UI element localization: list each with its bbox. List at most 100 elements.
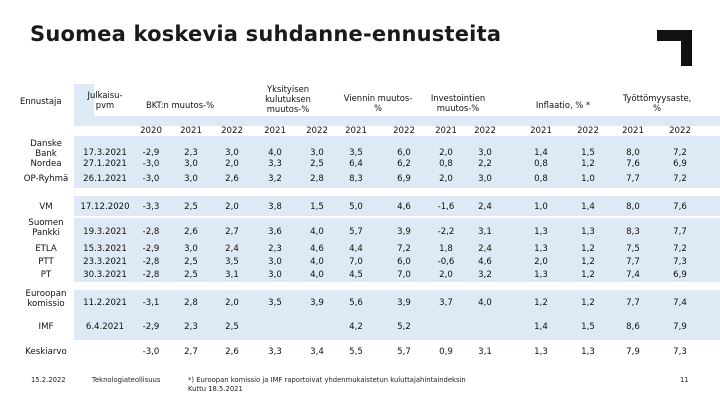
forecast-value: 2,2 [478, 159, 492, 169]
forecast-value: 4,0 [478, 298, 492, 308]
forecast-value: 4,0 [310, 227, 324, 237]
forecast-value: 7,2 [397, 244, 411, 254]
forecast-value: 1,8 [439, 244, 453, 254]
header-tyottomyysaste: % [653, 103, 661, 113]
year-label: 2021 [435, 126, 457, 136]
forecaster-name: OP-Ryhmä [23, 174, 69, 184]
forecast-value: 7,2 [673, 244, 687, 254]
year-label: 2021 [180, 126, 202, 136]
footer-organization: Teknologiateollisuus [92, 376, 161, 384]
header-investoinnit: Investointien [430, 93, 486, 103]
forecast-value: 1,2 [534, 298, 548, 308]
forecast-value: 7,2 [673, 148, 687, 158]
forecast-value: 1,0 [534, 202, 548, 212]
forecast-value: 3,0 [268, 270, 282, 280]
forecast-value: 2,7 [184, 347, 198, 357]
forecast-value: 8,3 [626, 227, 640, 237]
year-label: 2020 [140, 126, 162, 136]
header-vienti: % [374, 103, 382, 113]
page-title: Suomea koskevia suhdanne-ennusteita [30, 22, 502, 46]
forecast-value: 4,2 [349, 322, 363, 332]
forecast-value: 2,0 [534, 257, 548, 267]
year-label: 2021 [530, 126, 552, 136]
forecast-value: 5,2 [397, 322, 411, 332]
forecaster-name: Pankki [32, 228, 60, 238]
forecast-value: 3,9 [397, 298, 411, 308]
forecaster-name: Danske [30, 139, 62, 149]
publication-date: 30.3.2021 [83, 270, 127, 280]
forecast-value: 6,9 [397, 174, 411, 184]
forecast-value: 3,9 [310, 298, 324, 308]
forecast-value: 3,6 [268, 227, 282, 237]
publication-date: 27.1.2021 [83, 159, 127, 169]
forecast-value: 4,0 [310, 270, 324, 280]
corner-bracket-logo-icon [657, 30, 692, 66]
year-label: 2022 [474, 126, 496, 136]
forecast-value: 7,7 [673, 227, 687, 237]
forecast-value: -2,9 [142, 148, 160, 158]
forecast-value: -3,1 [142, 298, 160, 308]
forecast-value: 7,6 [673, 202, 687, 212]
forecast-value: 6,9 [673, 159, 687, 169]
forecast-value: 1,2 [581, 244, 595, 254]
forecaster-name: Euroopan [25, 289, 67, 299]
forecast-value: 2,5 [184, 257, 198, 267]
header-ennustaja: Ennustaja [20, 96, 62, 106]
forecast-value: 1,2 [581, 270, 595, 280]
forecast-value: 7,9 [673, 322, 687, 332]
forecast-value: -3,0 [142, 347, 160, 357]
publication-date: 17.12.2020 [80, 202, 130, 212]
forecast-value: 2,3 [184, 148, 198, 158]
forecast-value: 2,0 [225, 159, 239, 169]
publication-date: 17.3.2021 [83, 148, 127, 158]
year-label: 2021 [622, 126, 644, 136]
publication-date: 19.3.2021 [83, 227, 127, 237]
forecast-value: 8,6 [626, 322, 640, 332]
header-yksityinen-kulutus: muutos-% [266, 104, 310, 114]
forecast-value: 7,9 [626, 347, 640, 357]
forecast-value: 2,5 [310, 159, 324, 169]
forecast-value: 0,8 [534, 159, 548, 169]
forecast-value: -2,8 [142, 227, 160, 237]
forecast-value: 1,3 [534, 244, 548, 254]
forecast-value: 4,6 [397, 202, 411, 212]
forecast-value: 3,5 [225, 257, 239, 267]
header-julkaisu: pvm [95, 100, 115, 110]
forecast-value: 2,7 [225, 227, 239, 237]
forecast-value: 7,3 [673, 257, 687, 267]
year-label: 2022 [221, 126, 243, 136]
forecast-value: 5,6 [349, 298, 363, 308]
footer-note-source: Kuttu 18.5.2021 [188, 385, 243, 393]
forecaster-name: PT [40, 270, 52, 280]
forecast-value: 3,1 [478, 347, 492, 357]
forecast-value: 6,4 [349, 159, 363, 169]
header-inflaatio: Inflaatio, % * [535, 100, 591, 110]
forecast-value: 2,0 [439, 148, 453, 158]
forecast-value: -0,6 [437, 257, 455, 267]
forecast-value: 1,3 [581, 347, 595, 357]
forecast-value: 7,4 [626, 270, 640, 280]
forecast-value: 7,4 [673, 298, 687, 308]
forecast-value: 3,0 [184, 159, 198, 169]
forecast-value: 3,1 [225, 270, 239, 280]
forecast-value: 7,6 [626, 159, 640, 169]
header-yksityinen-kulutus: Yksityisen [266, 84, 310, 94]
row-band [74, 218, 720, 242]
forecast-value: 3,0 [184, 244, 198, 254]
forecast-value: 7,0 [349, 257, 363, 267]
forecast-value: 8,0 [626, 202, 640, 212]
forecast-value: 3,0 [268, 257, 282, 267]
forecast-value: 4,6 [478, 257, 492, 267]
forecast-value: 1,2 [581, 298, 595, 308]
forecast-value: 3,2 [478, 270, 492, 280]
forecast-value: 3,0 [478, 148, 492, 158]
forecast-value: 2,8 [310, 174, 324, 184]
forecast-value: 2,0 [225, 202, 239, 212]
forecast-value: 2,6 [184, 227, 198, 237]
row-band [74, 240, 720, 282]
header-investoinnit: muutos-% [436, 103, 480, 113]
year-label: 2022 [669, 126, 691, 136]
year-label: 2021 [345, 126, 367, 136]
header-tyottomyysaste: Työttömyysaste, [622, 93, 692, 103]
year-label: 2022 [393, 126, 415, 136]
